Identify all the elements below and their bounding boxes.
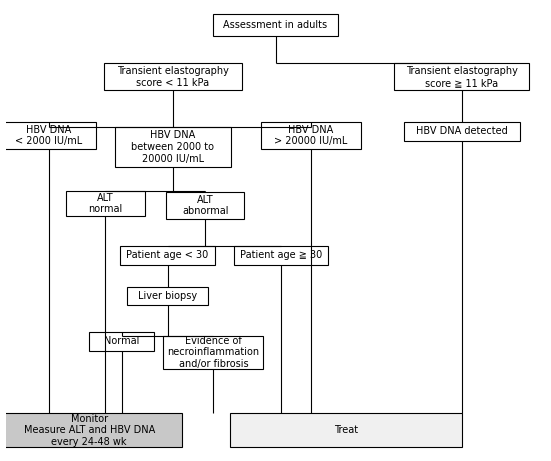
Text: ALT
abnormal: ALT abnormal	[182, 195, 229, 217]
Text: Liver biopsy: Liver biopsy	[138, 291, 197, 301]
Text: HBV DNA
between 2000 to
20000 IU/mL: HBV DNA between 2000 to 20000 IU/mL	[131, 130, 214, 164]
FancyBboxPatch shape	[66, 191, 144, 216]
FancyBboxPatch shape	[2, 122, 96, 149]
Text: Evidence of
necroinflammation
and/or fibrosis: Evidence of necroinflammation and/or fib…	[168, 336, 260, 369]
FancyBboxPatch shape	[395, 63, 530, 90]
Text: HBV DNA
> 20000 IU/mL: HBV DNA > 20000 IU/mL	[274, 125, 347, 147]
Text: Treat: Treat	[334, 425, 358, 435]
FancyBboxPatch shape	[164, 336, 263, 369]
FancyBboxPatch shape	[120, 246, 215, 265]
Text: Transient elastography
score < 11 kPa: Transient elastography score < 11 kPa	[117, 66, 229, 88]
Text: Patient age < 30: Patient age < 30	[126, 250, 209, 260]
FancyBboxPatch shape	[404, 122, 520, 141]
Text: Assessment in adults: Assessment in adults	[224, 20, 327, 30]
FancyBboxPatch shape	[213, 14, 338, 36]
Text: HBV DNA detected: HBV DNA detected	[416, 126, 507, 136]
FancyBboxPatch shape	[166, 192, 245, 219]
FancyBboxPatch shape	[0, 413, 182, 447]
FancyBboxPatch shape	[261, 122, 360, 149]
Text: Patient age ≧ 30: Patient age ≧ 30	[240, 250, 322, 260]
Text: Monitor
Measure ALT and HBV DNA
every 24-48 wk: Monitor Measure ALT and HBV DNA every 24…	[24, 414, 155, 447]
Text: Normal: Normal	[104, 336, 139, 346]
FancyBboxPatch shape	[104, 63, 242, 90]
Text: Transient elastography
score ≧ 11 kPa: Transient elastography score ≧ 11 kPa	[406, 66, 518, 88]
FancyBboxPatch shape	[230, 413, 462, 447]
FancyBboxPatch shape	[89, 332, 154, 351]
Text: ALT
normal: ALT normal	[88, 193, 122, 214]
FancyBboxPatch shape	[127, 287, 208, 306]
FancyBboxPatch shape	[115, 127, 231, 167]
Text: HBV DNA
< 2000 IU/mL: HBV DNA < 2000 IU/mL	[15, 125, 82, 147]
FancyBboxPatch shape	[234, 246, 328, 265]
